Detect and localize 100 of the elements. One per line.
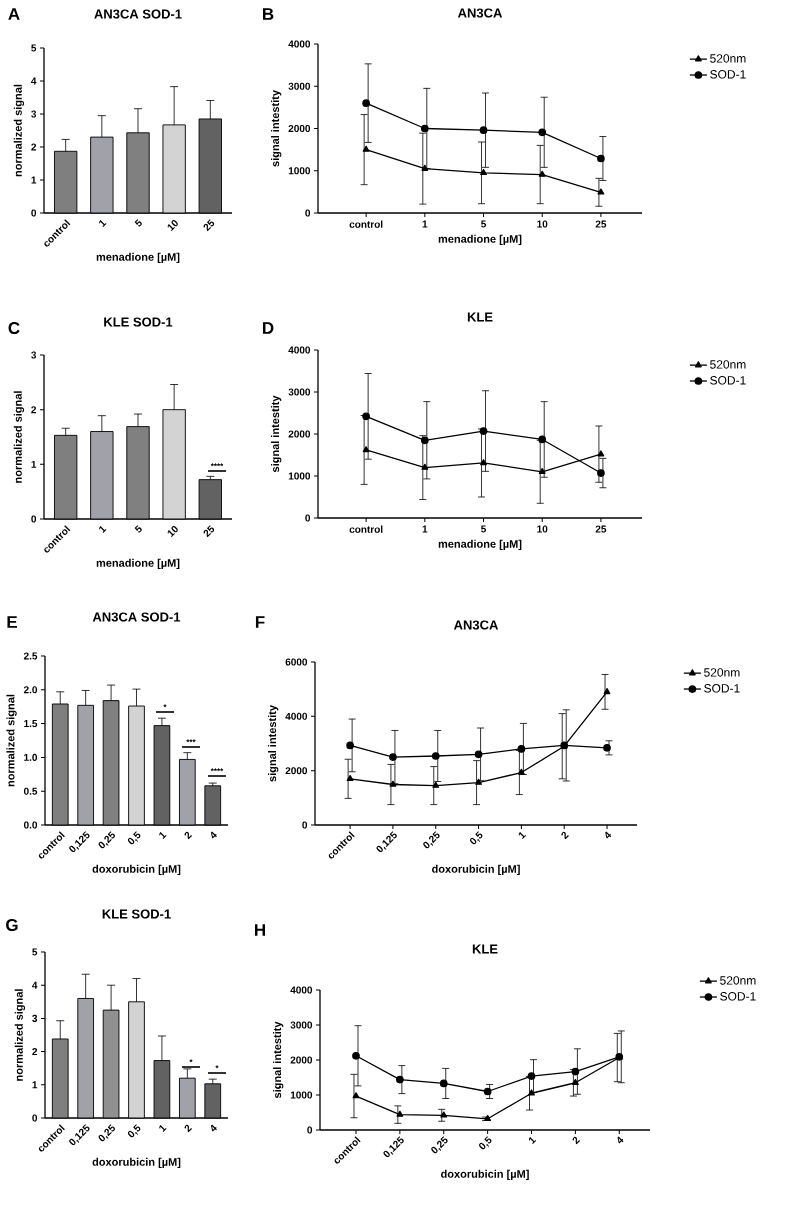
x-axis-title: menadione [µM] (438, 539, 522, 550)
chart-title: KLE SOD-1 (104, 317, 173, 327)
y-axis-title: signal intestity (271, 90, 282, 167)
point (538, 170, 546, 177)
legend-label: 520nm (710, 54, 746, 63)
text: F (255, 616, 265, 628)
legend-label: 520nm (710, 360, 746, 369)
y-tick-label: 1000 (288, 472, 311, 480)
x-tick-label: 0,5 (479, 1136, 492, 1150)
point (571, 1078, 579, 1085)
y-axis-title: normalized signal (6, 694, 17, 787)
legend-label: SOD-1 (720, 992, 756, 1001)
point (439, 1079, 448, 1088)
y-axis-title: normalized signal (13, 84, 25, 177)
point (362, 99, 370, 107)
x-tick-label: control (349, 220, 383, 228)
x-tick-label: 5 (134, 525, 142, 533)
x-tick-label: 0,5 (127, 1124, 141, 1138)
x-tick-label: 10 (537, 525, 548, 533)
x-tick-label: 2 (184, 831, 192, 840)
y-tick-label: 0.0 (23, 821, 38, 829)
point (538, 435, 547, 444)
point (362, 145, 370, 152)
chart-title: KLE (472, 944, 498, 954)
x-tick-label: 4 (210, 831, 217, 839)
x-tick-label: 4 (210, 1124, 217, 1132)
point (389, 753, 397, 761)
x-tick-label: 5 (134, 219, 142, 227)
y-tick-label: 3000 (288, 388, 311, 396)
x-tick-label: 25 (203, 219, 215, 232)
x-axis-title: menadione [µM] (96, 558, 180, 570)
y-tick-label: 5 (31, 44, 37, 52)
x-axis-title: menadione [µM] (96, 252, 180, 264)
y-tick-label: 2000 (290, 1056, 313, 1064)
point (517, 745, 526, 753)
point (538, 128, 547, 137)
point (432, 781, 440, 788)
y-tick-label: 1.0 (24, 753, 38, 761)
chart-title: AN3CA SOD-1 (92, 612, 181, 622)
x-tick-label: control (349, 525, 383, 533)
chart-title: AN3CA SOD-1 (94, 9, 182, 19)
text: A (8, 8, 20, 20)
y-tick-label: 2 (32, 1048, 38, 1056)
y-tick-label: 6000 (285, 658, 308, 666)
y-tick-label: 2000 (288, 124, 311, 133)
annotation: **** (210, 463, 224, 467)
x-tick-label: 0,5 (470, 831, 483, 845)
text: H (255, 924, 265, 936)
x-tick-label: 1 (528, 1137, 537, 1145)
y-tick-label: 4 (32, 981, 38, 989)
x-axis-title: doxorubicin [µM] (92, 1157, 181, 1169)
y-tick-label: 4000 (285, 712, 308, 720)
y-tick-label: 4 (31, 77, 37, 85)
x-tick-label: 25 (595, 220, 607, 228)
y-tick-label: 5 (32, 948, 38, 956)
point (528, 1089, 535, 1096)
x-axis-title: menadione [µM] (438, 234, 522, 245)
y-tick-label: 0 (307, 1126, 313, 1134)
x-tick-label: 10 (537, 220, 548, 228)
x-tick-label: 2 (184, 1124, 192, 1133)
y-axis-title: normalized signal (13, 391, 25, 483)
chart-title: AN3CA (457, 8, 503, 18)
x-tick-label: 2 (561, 831, 569, 840)
point (346, 774, 354, 782)
y-tick-label: 1.5 (24, 720, 38, 728)
text: E (7, 616, 18, 628)
x-tick-label: 0,5 (127, 831, 141, 845)
annotation: * (215, 1065, 219, 1069)
y-tick-label: 3000 (288, 82, 311, 90)
y-tick-label: 1000 (288, 167, 311, 175)
y-tick-label: 2000 (288, 430, 311, 438)
x-axis-title: doxorubicin [µM] (432, 864, 520, 876)
legend-label: 520nm (704, 668, 740, 677)
y-tick-label: 2 (31, 406, 37, 414)
legend-label: SOD-1 (710, 376, 746, 385)
y-tick-label: 0 (31, 515, 37, 523)
x-tick-label: 1 (518, 832, 527, 840)
point (538, 467, 546, 475)
x-tick-label: 5 (481, 525, 487, 533)
text: G (6, 918, 18, 932)
x-tick-label: 1 (422, 525, 428, 533)
y-tick-label: 1000 (290, 1091, 313, 1099)
y-tick-label: 3000 (290, 1021, 313, 1029)
y-tick-label: 0 (305, 514, 311, 522)
x-tick-label: 25 (203, 525, 215, 538)
y-axis-title: signal intestity (268, 705, 279, 782)
point (571, 1067, 580, 1076)
x-tick-label: 1 (99, 220, 107, 228)
point (517, 768, 525, 775)
y-tick-label: 0 (32, 1114, 38, 1122)
x-tick-label: 2 (572, 1136, 581, 1145)
annotation: **** (210, 768, 224, 772)
y-tick-label: 1 (31, 176, 37, 184)
x-tick-label: 1 (422, 220, 428, 228)
point (603, 744, 611, 752)
point (421, 164, 429, 171)
legend-label: SOD-1 (704, 684, 740, 693)
y-tick-label: 2 (31, 143, 37, 151)
x-tick-label: 4 (605, 831, 612, 839)
point (420, 124, 429, 133)
